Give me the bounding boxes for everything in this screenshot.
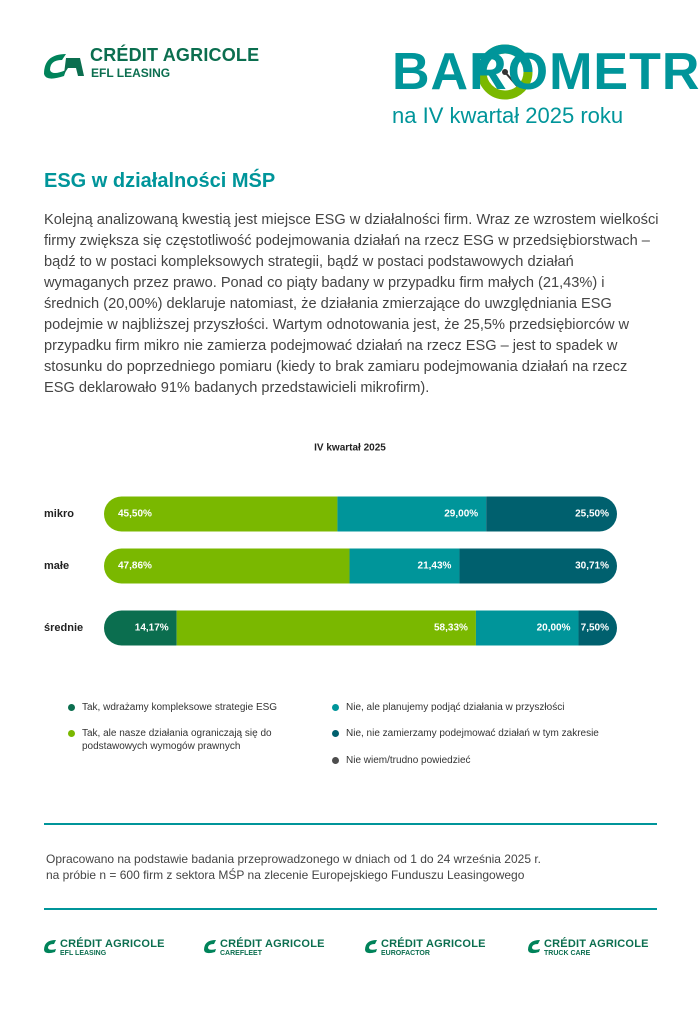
value-label: 29,00% (444, 509, 478, 520)
legend-item: Nie wiem/trudno powiedzieć (332, 754, 666, 767)
footnote-line: Opracowano na podstawie badania przeprow… (46, 852, 541, 866)
legend-label: Tak, wdrażamy kompleksowe strategie ESG (82, 702, 278, 713)
legend-label: Nie wiem/trudno powiedzieć (346, 755, 471, 766)
value-label: 58,33% (434, 623, 468, 634)
divider (44, 823, 657, 825)
brand: CRÉDIT AGRICOLE (90, 45, 260, 65)
brand: CRÉDIT AGRICOLE (544, 938, 649, 950)
bar-row (104, 496, 617, 532)
value-label: 14,17% (135, 623, 169, 634)
bar-segment (104, 496, 338, 532)
value-label: 20,00% (537, 623, 571, 634)
period: na IV kwartał 2025 roku (392, 103, 624, 128)
category-label: małe (44, 560, 69, 572)
legend-item: Nie, ale planujemy podjąć działania w pr… (332, 701, 666, 714)
subbrand: CAREFLEET (220, 950, 262, 957)
bar-row (104, 548, 617, 584)
value-label: 21,43% (418, 561, 452, 572)
legend-item: Tak, wdrażamy kompleksowe strategie ESG (68, 701, 292, 714)
legend-item: Tak, ale nasze działania ograniczają się… (68, 727, 292, 753)
bar-segment (475, 610, 579, 646)
bar-segment (104, 610, 177, 646)
bar-segment (349, 548, 460, 584)
value-label: 45,50% (118, 509, 152, 520)
legend-swatch (332, 704, 339, 711)
barometer-title: BAROMETR (392, 43, 700, 101)
bar-segment (486, 496, 617, 532)
barometer-gauge (477, 44, 533, 100)
divider (44, 908, 657, 910)
legend-swatch (332, 757, 339, 764)
footnote: Opracowano na podstawie badania przeprow… (46, 851, 541, 883)
footer-logo: CRÉDIT AGRICOLE EFL LEASING (60, 938, 165, 957)
legend-swatch (332, 730, 339, 737)
paragraph: Kolejną analizowaną kwestią jest miejsce… (44, 212, 659, 396)
value-label: 7,50% (581, 623, 609, 634)
value-label: 47,86% (118, 561, 152, 572)
footer-logo: CRÉDIT AGRICOLE CAREFLEET (220, 938, 325, 957)
brand: CRÉDIT AGRICOLE (220, 938, 325, 950)
logo-symbol (44, 54, 84, 79)
legend-label: Tak, ale nasze działania ograniczają się… (82, 728, 272, 752)
subbrand: EFL LEASING (91, 66, 171, 80)
bar-segment (578, 610, 617, 646)
subbrand: EUROFACTOR (381, 950, 430, 957)
category-label: mikro (44, 508, 74, 520)
value-label: 25,50% (575, 509, 609, 520)
subbrand: TRUCK CARE (544, 950, 591, 957)
chart-title: IV kwartał 2025 (314, 443, 386, 454)
legend-item: Nie, nie zamierzamy podejmować działań w… (332, 727, 666, 740)
bar-segment (176, 610, 476, 646)
section-title: ESG w działalności MŚP (44, 170, 276, 192)
footer-logo-symbols (44, 940, 540, 954)
subbrand: EFL LEASING (60, 950, 107, 957)
bar-row (104, 610, 617, 646)
legend-swatch (68, 704, 75, 711)
legend-label: Nie, nie zamierzamy podejmować działań w… (346, 728, 599, 739)
value-label: 30,71% (575, 561, 609, 572)
brand: CRÉDIT AGRICOLE (381, 938, 486, 950)
legend-label: Nie, ale planujemy podjąć działania w pr… (346, 702, 565, 713)
bar-segment (104, 548, 350, 584)
category-label: średnie (44, 622, 83, 634)
legend-swatch (68, 730, 75, 737)
brand: CRÉDIT AGRICOLE (60, 938, 165, 950)
footer-logo: CRÉDIT AGRICOLE TRUCK CARE (544, 938, 649, 957)
bar-segment (459, 548, 617, 584)
footer-logo: CRÉDIT AGRICOLE EUROFACTOR (381, 938, 486, 957)
footnote-line: na próbie n = 600 firm z sektora MŚP na … (46, 868, 525, 882)
bar-segment (337, 496, 487, 532)
